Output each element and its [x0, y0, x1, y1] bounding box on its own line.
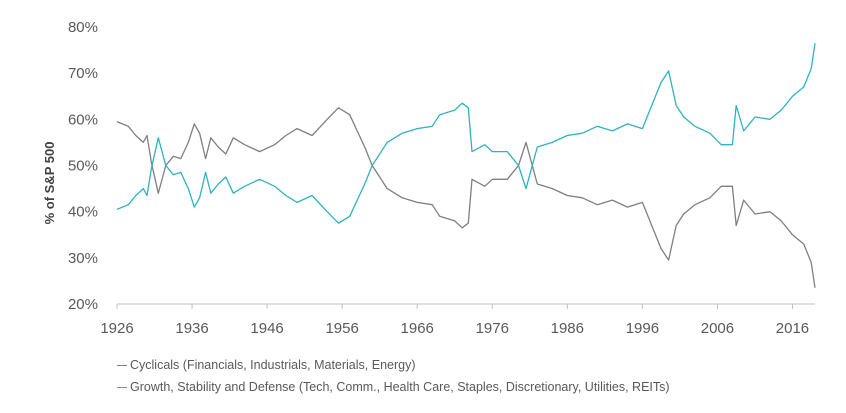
- x-tick-label: 1956: [325, 320, 358, 337]
- x-tick-label: 1966: [401, 320, 434, 337]
- series-line-cyclicals: [116, 107, 816, 288]
- x-tick-label: 1986: [551, 320, 584, 337]
- y-axis-title: % of S&P 500: [42, 142, 57, 225]
- y-tick-label: 50%: [68, 158, 98, 175]
- y-tick-label: 80%: [68, 19, 98, 36]
- x-tick-label: 1976: [476, 320, 509, 337]
- y-tick-label: 30%: [68, 250, 98, 267]
- x-tick-label: 1926: [100, 320, 133, 337]
- legend-item-cyclicals: Cyclicals (Financials, Industrials, Mate…: [117, 358, 416, 372]
- x-tick-label: 1946: [250, 320, 283, 337]
- y-tick-label: 40%: [68, 204, 98, 221]
- y-axis-ticks: 20% 30% 40% 50% 60% 70% 80%: [68, 19, 98, 313]
- legend-swatch-cyclicals: [117, 364, 127, 366]
- legend-swatch-growth: [117, 386, 127, 388]
- x-axis-ticks: 1926 1936 1946 1956 1966 1976 1986 1996 2006 2016: [100, 304, 809, 337]
- y-tick-label: 70%: [68, 65, 98, 82]
- legend-label-growth: Growth, Stability and Defense (Tech, Com…: [130, 380, 670, 394]
- x-tick-label: 2016: [776, 320, 809, 337]
- x-tick-label: 1996: [626, 320, 659, 337]
- x-tick-label: 1936: [175, 320, 208, 337]
- series-line-growth: [116, 43, 816, 224]
- x-tick-label: 2006: [701, 320, 734, 337]
- y-tick-label: 60%: [68, 111, 98, 128]
- legend-label-cyclicals: Cyclicals (Financials, Industrials, Mate…: [130, 358, 416, 372]
- series-group: [116, 43, 816, 288]
- y-tick-label: 20%: [68, 296, 98, 313]
- legend-item-growth: Growth, Stability and Defense (Tech, Com…: [117, 380, 670, 394]
